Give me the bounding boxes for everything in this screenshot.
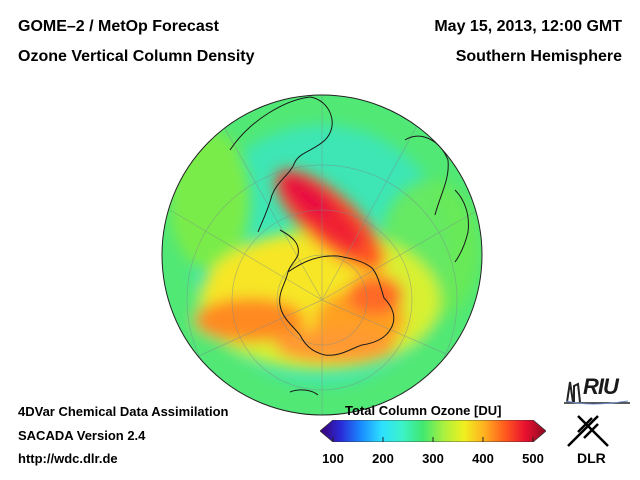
- colorbar-ticks: [332, 437, 534, 442]
- colorbar-gradient: [320, 420, 546, 442]
- globe-outline: [161, 94, 483, 416]
- colorbar-tick-label: 200: [372, 451, 394, 466]
- forecast-date: May 15, 2013, 12:00 GMT: [434, 18, 622, 35]
- colorbar-tick-label: 300: [422, 451, 444, 466]
- source-url: http://wdc.dlr.de: [18, 451, 118, 466]
- colorbar-tick-label: 400: [472, 451, 494, 466]
- hemisphere-label: Southern Hemisphere: [455, 48, 622, 65]
- dlr-logo-text: DLR: [577, 450, 606, 466]
- title-line-1: GOME–2 / MetOp Forecast: [18, 18, 219, 35]
- sacada-version: SACADA Version 2.4: [18, 428, 146, 443]
- colorbar-tick-label: 100: [322, 451, 344, 466]
- dlr-logo: [567, 415, 609, 447]
- title-line-2: Ozone Vertical Column Density: [18, 48, 255, 65]
- colorbar-title: Total Column Ozone [DU]: [345, 403, 502, 418]
- riu-logo-text: RIU: [583, 374, 619, 399]
- ozone-field: [162, 95, 482, 415]
- coastlines: [229, 96, 469, 396]
- colorbar: [320, 420, 546, 442]
- colorbar-tick-label: 500: [522, 451, 544, 466]
- assimilation-method: 4DVar Chemical Data Assimilation: [18, 404, 229, 419]
- graticule: [169, 95, 479, 415]
- riu-logo: [564, 381, 630, 405]
